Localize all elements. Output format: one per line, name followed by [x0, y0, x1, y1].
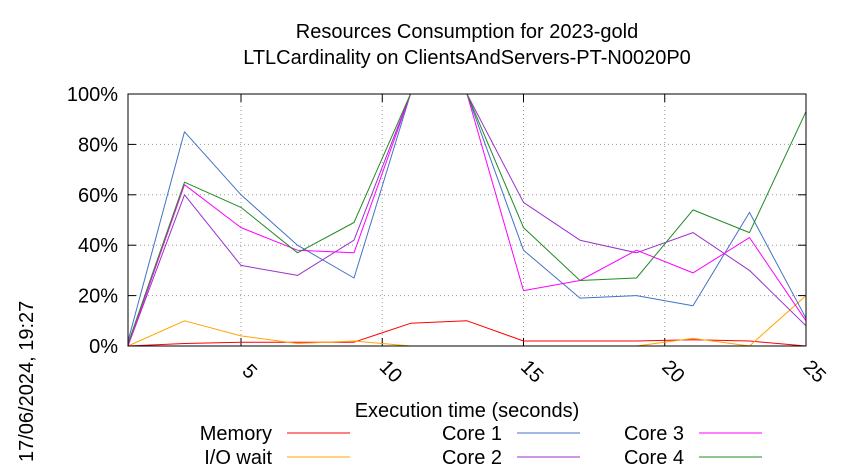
y-axis-ticks: 0% 20% 40% 60% 80% 100%	[67, 84, 806, 358]
legend-label-core-3: Core 3	[624, 423, 684, 445]
timestamp-note: 17/06/2024, 19:27	[16, 301, 38, 462]
chart-title-line1: Resources Consumption for 2023-gold	[296, 21, 638, 43]
y-tick-label: 40%	[78, 235, 118, 257]
x-tick-label: 5	[238, 360, 261, 383]
legend-label-core-1: Core 1	[442, 423, 502, 445]
y-tick-label: 80%	[78, 134, 118, 156]
series-lines	[127, 93, 807, 347]
x-tick-label: 25	[799, 356, 830, 387]
x-axis-label: Execution time (seconds)	[355, 400, 580, 422]
y-tick-label: 20%	[78, 286, 118, 308]
legend-label-memory: Memory	[200, 423, 272, 445]
y-tick-label: 60%	[78, 185, 118, 207]
series-line-core-2	[127, 93, 807, 347]
x-tick-label: 15	[516, 356, 547, 387]
legend-label-i-o-wait: I/O wait	[204, 447, 272, 469]
legend-label-core-4: Core 4	[624, 447, 684, 469]
series-line-core-3	[127, 93, 807, 347]
chart-title-line2: LTLCardinality on ClientsAndServers-PT-N…	[243, 47, 691, 69]
x-tick-label: 10	[375, 356, 406, 387]
y-tick-label: 0%	[89, 336, 118, 358]
y-tick-label: 100%	[67, 84, 118, 106]
legend-label-core-2: Core 2	[442, 447, 502, 469]
x-tick-label: 20	[657, 356, 688, 387]
plot-frame	[127, 93, 807, 347]
grid-lines	[128, 94, 806, 346]
series-line-memory	[127, 320, 807, 347]
series-line-core-1	[127, 93, 807, 342]
x-axis-ticks: 5 10 15 20 25	[238, 94, 830, 387]
